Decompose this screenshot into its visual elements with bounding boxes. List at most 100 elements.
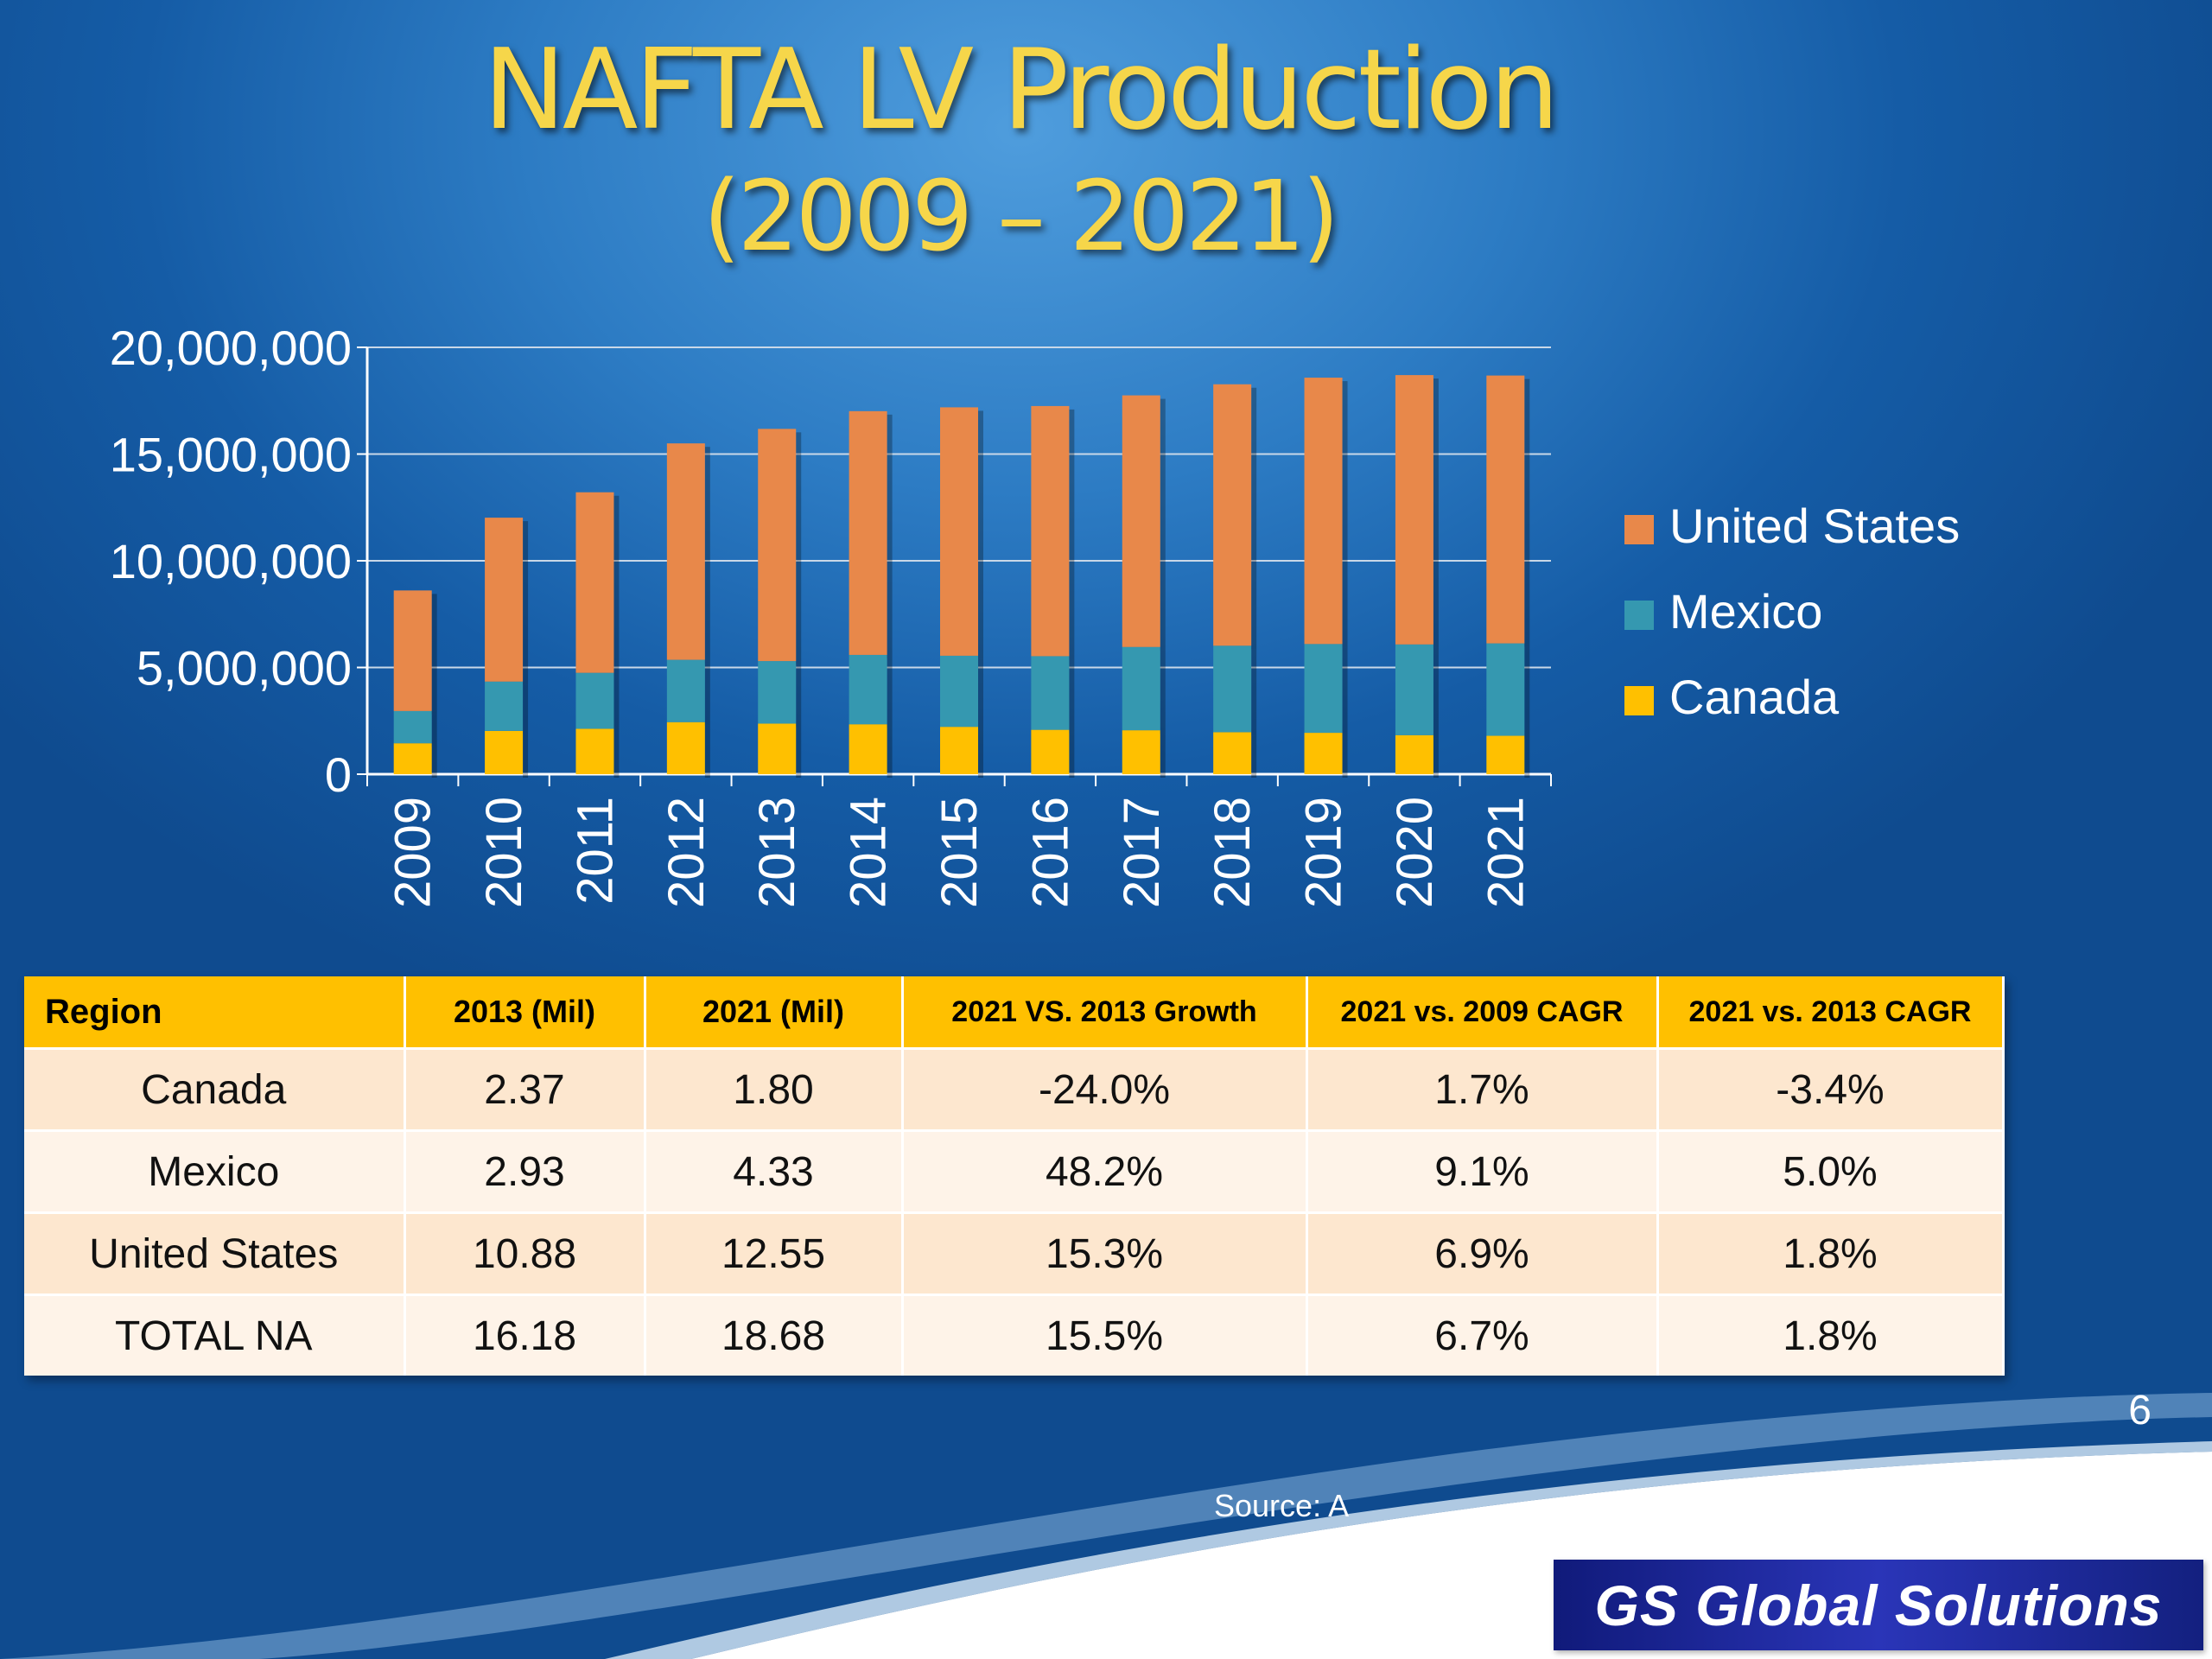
cell-cagr-2009: 9.1%: [1306, 1129, 1659, 1213]
bar-shadow: [887, 728, 893, 778]
cell-region: United States: [24, 1211, 406, 1295]
bar-mexico: [485, 681, 524, 731]
cell-region: Mexico: [24, 1129, 406, 1213]
header-2021: 2021 (Mil): [645, 976, 904, 1049]
stacked-bar-chart: 0 5,000,000 10,000,000 15,000,000 20,000,000…: [110, 321, 1960, 908]
bar-shadow: [1251, 649, 1257, 736]
bar-shadow: [431, 594, 437, 715]
table-row: TOTAL NA 16.18 18.68 15.5% 6.7% 1.8%: [24, 1294, 2005, 1376]
bar-shadow: [613, 495, 620, 677]
bar-mexico: [1395, 644, 1433, 735]
bar-shadow: [1433, 738, 1439, 778]
bar-mexico: [393, 710, 432, 744]
x-tick-label: 2009: [385, 797, 442, 908]
bar-canada: [393, 743, 432, 774]
bar-mexico: [666, 659, 705, 722]
bar-shadow: [1251, 387, 1257, 650]
bar-united-states: [1395, 375, 1433, 645]
x-tick-label: 2021: [1478, 797, 1534, 908]
slide-title: NAFTA LV Production: [483, 26, 1560, 155]
bar-mexico: [575, 672, 614, 729]
bar-mexico: [1031, 656, 1070, 730]
header-region: Region: [24, 976, 406, 1049]
bar-shadow: [1160, 398, 1166, 651]
y-tick-label: 10,000,000: [110, 534, 352, 588]
legend-label: Canada: [1669, 670, 1840, 724]
bar-shadow: [1160, 650, 1166, 734]
slide-subtitle: (2009 – 2021): [702, 161, 1340, 273]
bar-united-states: [1304, 378, 1343, 645]
bar-united-states: [575, 492, 614, 673]
bar-shadow: [704, 663, 710, 726]
legend-swatch: [1624, 686, 1654, 715]
bar-canada: [758, 723, 797, 774]
bar-canada: [1395, 734, 1433, 774]
cell-2013: 2.37: [404, 1047, 646, 1131]
bar-shadow: [523, 734, 529, 778]
bar-shadow: [796, 664, 802, 728]
cell-growth: -24.0%: [902, 1047, 1308, 1131]
bar-united-states: [485, 518, 524, 682]
cell-cagr-2013: 1.8%: [1657, 1294, 2005, 1376]
bar-united-states: [666, 443, 705, 660]
bar-mexico: [849, 654, 887, 725]
bar-mexico: [1122, 646, 1160, 731]
y-tick-label: 15,000,000: [110, 428, 352, 482]
cell-region: TOTAL NA: [24, 1294, 406, 1376]
bar-united-states: [940, 407, 978, 656]
bar-shadow: [887, 658, 893, 728]
cell-2021: 1.80: [645, 1047, 904, 1131]
legend-label: United States: [1669, 499, 1960, 553]
bar-shadow: [613, 732, 620, 778]
bar-canada: [485, 730, 524, 774]
bar-shadow: [887, 414, 893, 658]
x-tick-label: 2015: [931, 797, 988, 908]
bar-shadow: [1069, 733, 1075, 778]
bar-shadow: [431, 714, 437, 747]
bar-canada: [1486, 735, 1525, 774]
cell-cagr-2013: -3.4%: [1657, 1047, 2005, 1131]
bar-shadow: [1251, 735, 1257, 778]
bar-shadow: [978, 658, 983, 731]
header-cagr-2009: 2021 vs. 2009 CAGR: [1306, 976, 1659, 1049]
bar-mexico: [1486, 643, 1525, 736]
cell-region: Canada: [24, 1047, 406, 1131]
bar-shadow: [1069, 659, 1075, 734]
x-tick-label: 2020: [1387, 797, 1443, 908]
y-tick-label: 0: [325, 747, 352, 802]
bar-shadow: [1069, 409, 1075, 660]
bar-shadow: [1342, 381, 1348, 648]
bar-shadow: [796, 432, 802, 665]
header-cagr-2013: 2021 vs. 2013 CAGR: [1657, 976, 2005, 1049]
table-row: Canada 2.37 1.80 -24.0% 1.7% -3.4%: [24, 1047, 2005, 1131]
cell-growth: 15.5%: [902, 1294, 1308, 1376]
legend-label: Mexico: [1669, 584, 1822, 639]
x-tick-label: 2019: [1296, 797, 1352, 908]
y-tick-label: 5,000,000: [137, 641, 352, 696]
bar-united-states: [849, 410, 887, 655]
bar-canada: [1122, 730, 1160, 774]
bar-united-states: [393, 590, 432, 711]
summary-table: Region 2013 (Mil) 2021 (Mil) 2021 VS. 20…: [24, 976, 2005, 1376]
cell-cagr-2009: 1.7%: [1306, 1047, 1659, 1131]
bar-shadow: [704, 447, 710, 664]
x-tick-label: 2013: [749, 797, 805, 908]
cell-cagr-2009: 6.9%: [1306, 1211, 1659, 1295]
bar-canada: [1304, 733, 1343, 774]
cell-2013: 10.88: [404, 1211, 646, 1295]
legend-swatch: [1624, 601, 1654, 630]
company-logo: GS Global Solutions: [1554, 1560, 2203, 1650]
bar-shadow: [613, 676, 620, 733]
x-tick-label: 2010: [476, 797, 532, 908]
bar-canada: [1213, 732, 1252, 774]
bar-shadow: [523, 684, 529, 734]
bar-mexico: [1304, 644, 1343, 734]
bar-shadow: [978, 730, 983, 778]
cell-2021: 12.55: [645, 1211, 904, 1295]
bar-shadow: [431, 747, 437, 778]
cell-cagr-2009: 6.7%: [1306, 1294, 1659, 1376]
bar-united-states: [758, 429, 797, 662]
cell-cagr-2013: 5.0%: [1657, 1129, 2005, 1213]
